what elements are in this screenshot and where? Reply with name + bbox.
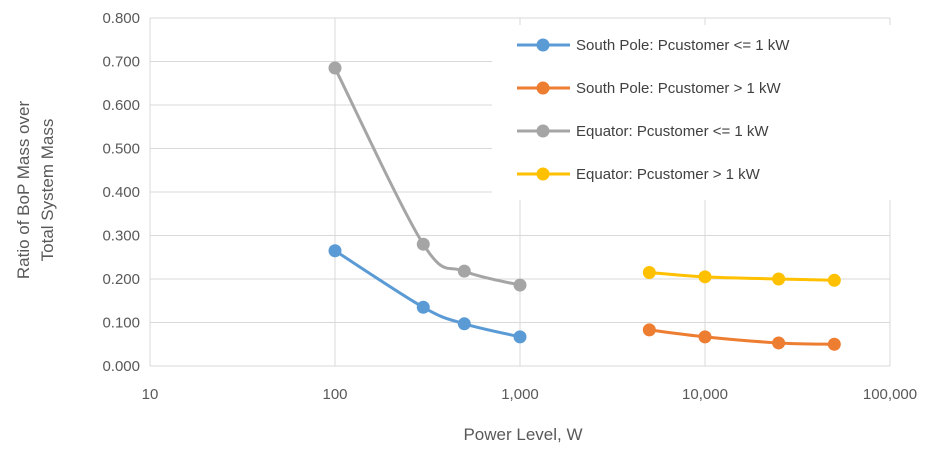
x-axis-ticks: 10 100 1,000 10,000 100,000 xyxy=(142,386,917,403)
legend-marker xyxy=(536,38,550,52)
data-point xyxy=(513,330,527,344)
data-point xyxy=(642,323,656,337)
data-point xyxy=(416,237,430,251)
data-point xyxy=(772,336,786,350)
y-tick-label: 0.800 xyxy=(102,10,140,27)
data-point xyxy=(698,330,712,344)
series-4 xyxy=(642,265,841,287)
legend-entry: Equator: Pcustomer <= 1 kW xyxy=(517,123,769,140)
series-1 xyxy=(328,244,527,344)
legend-marker xyxy=(536,124,550,138)
y-axis-ticks: 0.000 0.100 0.200 0.300 0.400 0.500 0.600 0.700… xyxy=(102,10,140,375)
data-point xyxy=(328,244,342,258)
y-tick-label: 0.700 xyxy=(102,54,140,71)
y-axis-title-line-2: Total System Mass xyxy=(38,119,57,262)
series-line xyxy=(649,270,835,282)
legend-marker xyxy=(536,81,550,95)
legend-entry: South Pole: Pcustomer <= 1 kW xyxy=(517,37,790,54)
y-tick-label: 0.300 xyxy=(102,228,140,245)
x-tick-label: 10,000 xyxy=(682,386,728,403)
legend-label: Equator: Pcustomer <= 1 kW xyxy=(576,123,769,140)
series-3 xyxy=(328,61,527,292)
x-tick-label: 10 xyxy=(142,386,159,403)
legend-label: Equator: Pcustomer > 1 kW xyxy=(576,166,761,183)
series-line xyxy=(333,67,521,287)
data-point xyxy=(642,265,656,279)
legend-background xyxy=(492,25,892,200)
legend-entry: South Pole: Pcustomer > 1 kW xyxy=(517,80,782,97)
series-2 xyxy=(642,323,841,351)
data-point xyxy=(827,337,841,351)
legend-label: South Pole: Pcustomer > 1 kW xyxy=(576,80,782,97)
x-tick-label: 100 xyxy=(322,386,347,403)
y-axis-title-line-1: Ratio of BoP Mass over xyxy=(14,101,33,280)
data-point xyxy=(416,300,430,314)
y-tick-label: 0.600 xyxy=(102,97,140,114)
x-axis-title: Power Level, W xyxy=(463,425,582,444)
y-tick-label: 0.500 xyxy=(102,141,140,158)
legend: South Pole: Pcustomer <= 1 kW South Pole:… xyxy=(492,25,892,200)
legend-label: South Pole: Pcustomer <= 1 kW xyxy=(576,37,790,54)
legend-entry: Equator: Pcustomer > 1 kW xyxy=(517,166,761,183)
data-point xyxy=(457,317,471,331)
data-point xyxy=(457,264,471,278)
data-point xyxy=(772,272,786,286)
y-tick-label: 0.000 xyxy=(102,358,140,375)
x-tick-label: 100,000 xyxy=(863,386,917,403)
legend-marker xyxy=(536,167,550,181)
series-line xyxy=(334,249,521,339)
data-point xyxy=(827,273,841,287)
data-point xyxy=(328,61,342,75)
series-line xyxy=(649,328,835,346)
data-point xyxy=(698,270,712,284)
y-tick-label: 0.400 xyxy=(102,184,140,201)
y-tick-label: 0.100 xyxy=(102,315,140,332)
y-tick-label: 0.200 xyxy=(102,271,140,288)
x-tick-label: 1,000 xyxy=(501,386,539,403)
series xyxy=(328,61,841,351)
data-point xyxy=(513,278,527,292)
